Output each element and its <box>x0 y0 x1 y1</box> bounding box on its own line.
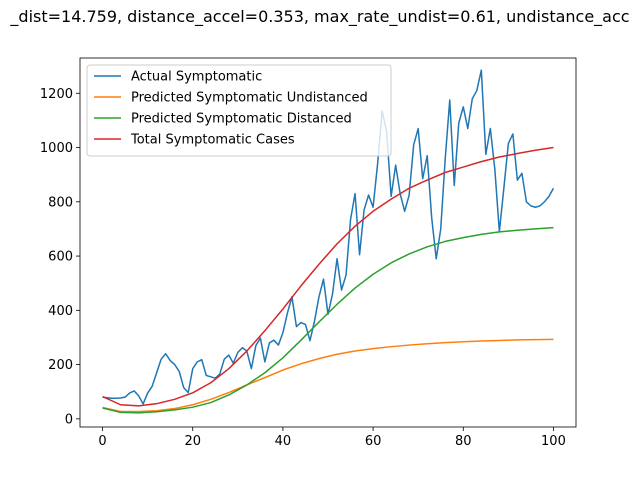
legend-box <box>86 64 392 157</box>
series-line-predicted-symptomatic-distanced <box>102 226 554 414</box>
plot-frame <box>79 57 577 428</box>
legend-label: Total Symptomatic Cases <box>130 133 295 148</box>
legend-label: Actual Symptomatic <box>131 70 262 85</box>
legend-label: Predicted Symptomatic Undistanced <box>131 91 368 106</box>
series-lines <box>102 69 555 414</box>
y-tick-label: 800 <box>48 195 73 210</box>
legend: Actual Symptomatic Predicted Symptomatic … <box>86 64 392 157</box>
x-tick-label: 0 <box>98 434 106 449</box>
y-tick-label: 1000 <box>40 141 73 156</box>
x-tick-label: 60 <box>365 434 382 449</box>
y-tick-label: 0 <box>65 412 73 427</box>
x-tick-label: 20 <box>184 434 201 449</box>
series-line-actual-symptomatic <box>102 69 555 405</box>
y-tick-label: 600 <box>48 250 73 265</box>
x-tick-label: 40 <box>275 434 292 449</box>
y-tick-label: 400 <box>48 304 73 319</box>
y-tick-label: 1200 <box>40 87 73 102</box>
x-tick-label: 100 <box>541 434 566 449</box>
series-line-total-symptomatic-cases <box>102 146 554 407</box>
legend-label: Predicted Symptomatic Distanced <box>131 112 352 127</box>
chart-title: _dist=14.759, distance_accel=0.353, max_… <box>9 7 629 27</box>
y-tick-label: 200 <box>48 358 73 373</box>
series-line-predicted-symptomatic-undistanced <box>102 338 554 413</box>
x-tick-label: 80 <box>455 434 472 449</box>
